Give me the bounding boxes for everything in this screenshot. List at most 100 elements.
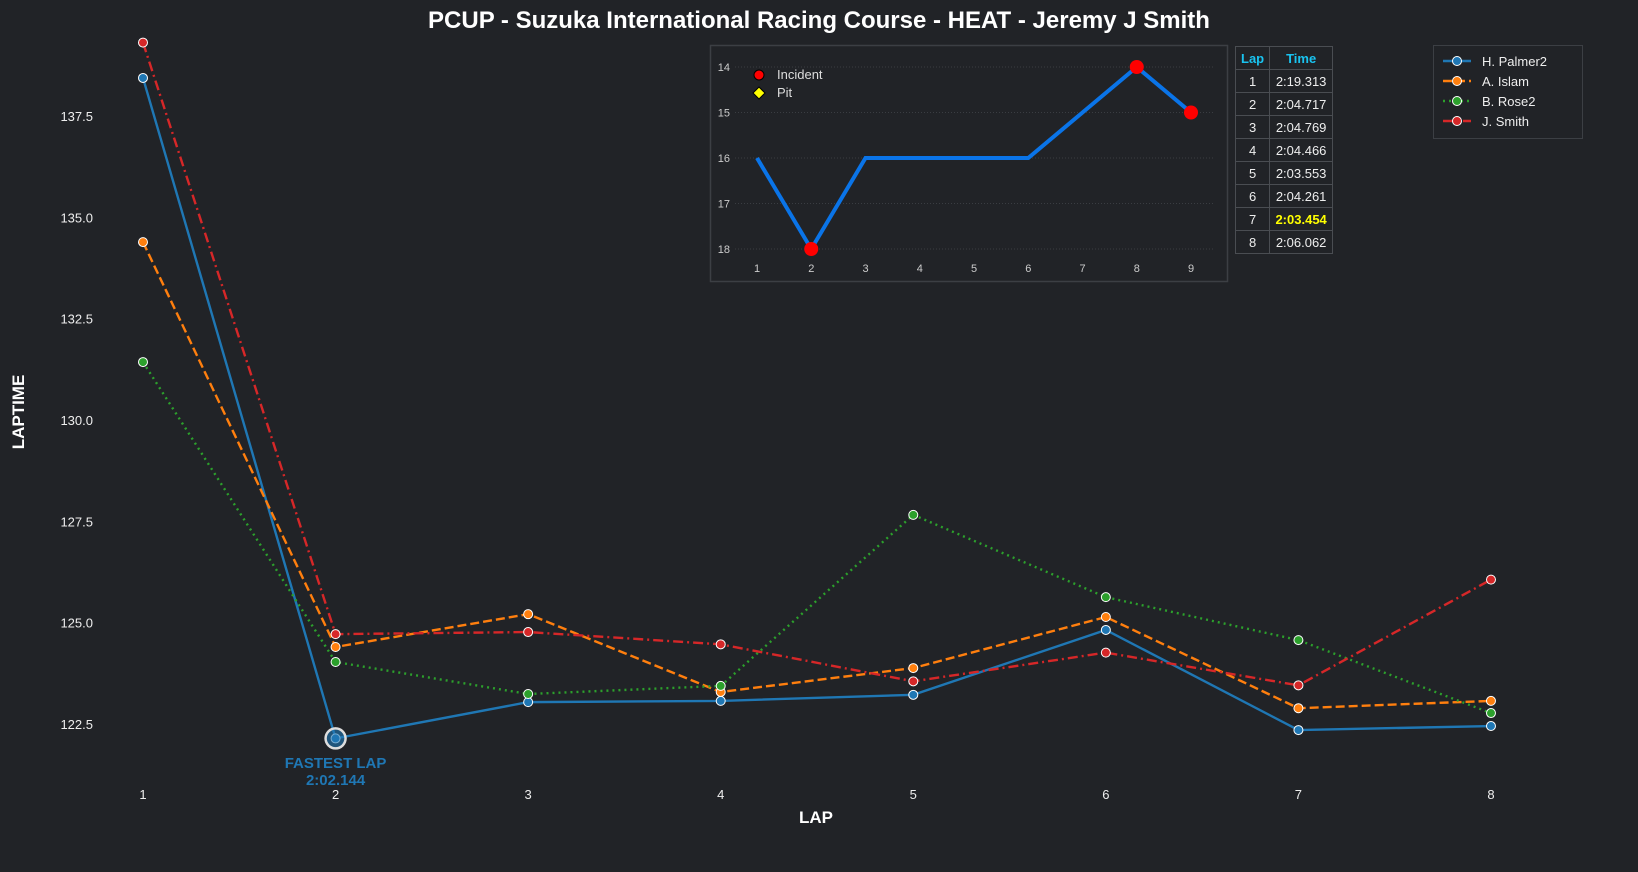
data-point — [1100, 592, 1111, 603]
time-cell: 2:03.454 — [1269, 207, 1334, 231]
inset-x-tick: 9 — [1188, 263, 1194, 275]
data-point — [138, 357, 148, 368]
y-tick-label: 130.0 — [60, 413, 93, 428]
legend-item: J. Smith — [1442, 111, 1574, 131]
incident-legend-icon — [753, 69, 765, 81]
legend-marker-icon — [1443, 76, 1471, 86]
legend-label: H. Palmer2 — [1482, 53, 1548, 69]
y-tick-label: 132.5 — [60, 312, 93, 327]
series-line-j-smith — [141, 42, 1492, 687]
x-tick-label: 3 — [525, 787, 532, 802]
time-cell: 2:04.466 — [1269, 138, 1334, 162]
y-tick-label: 127.5 — [60, 514, 93, 529]
x-tick-label: 1 — [139, 787, 146, 802]
inset-x-tick: 2 — [808, 263, 814, 275]
incident-legend-label: Incident — [777, 67, 823, 82]
time-cell: 2:04.769 — [1269, 115, 1334, 139]
chart-title: PCUP - Suzuka International Racing Cours… — [428, 7, 1210, 34]
legend-item: H. Palmer2 — [1442, 51, 1574, 71]
data-point — [908, 676, 919, 687]
inset-x-tick: 1 — [754, 263, 760, 275]
y-tick-label: 125.0 — [60, 616, 93, 631]
x-tick-label: 5 — [910, 787, 917, 802]
lap-cell: 8 — [1234, 230, 1271, 254]
data-point — [1100, 624, 1111, 635]
position-line — [755, 64, 1193, 253]
inset-y-tick: 16 — [718, 153, 730, 165]
legend-label: B. Rose2 — [1482, 93, 1536, 109]
x-axis-label: LAP — [799, 808, 833, 827]
x-tick-label: 8 — [1487, 787, 1494, 802]
data-point — [715, 680, 726, 691]
fastest-lap-label: FASTEST LAP — [285, 755, 387, 772]
table-header-time: Time — [1269, 46, 1334, 70]
lap-cell: 6 — [1234, 184, 1271, 208]
table-row: 2 2:04.717 — [1234, 92, 1334, 116]
y-tick-label: 135.0 — [60, 210, 93, 225]
time-cell: 2:04.717 — [1269, 92, 1334, 116]
data-point — [138, 37, 148, 48]
inset-frame — [709, 44, 1229, 283]
data-point — [1100, 647, 1111, 658]
data-point — [1293, 725, 1304, 736]
data-point — [138, 237, 148, 248]
data-point — [1293, 635, 1304, 646]
incident-marker — [1184, 105, 1198, 120]
lap-cell: 5 — [1234, 161, 1271, 185]
data-point — [1485, 708, 1496, 719]
time-cell: 2:03.553 — [1269, 161, 1334, 185]
laptime-table: Lap Time 1 2:19.313 2 2:04.717 3 2:04.769 4 2:0… — [1234, 46, 1334, 254]
table-row: 1 2:19.313 — [1234, 69, 1334, 93]
data-point — [138, 72, 148, 83]
data-point — [523, 627, 534, 638]
data-point — [715, 639, 726, 650]
data-point — [523, 609, 534, 620]
data-point — [1100, 612, 1111, 623]
time-cell: 2:06.062 — [1269, 230, 1334, 254]
table-row: 4 2:04.466 — [1234, 138, 1334, 162]
incident-marker — [1129, 60, 1144, 74]
inset-y-tick: 15 — [718, 108, 730, 120]
lap-cell: 1 — [1234, 69, 1271, 93]
table-row: 6 2:04.261 — [1234, 184, 1334, 208]
x-tick-label: 7 — [1295, 787, 1302, 802]
x-tick-label: 6 — [1102, 787, 1109, 802]
table-row: 5 2:03.553 — [1234, 161, 1334, 185]
data-point — [330, 641, 341, 652]
inset-x-tick: 5 — [971, 263, 977, 275]
inset-y-tick: 14 — [718, 62, 730, 74]
fastest-lap-marker — [324, 727, 347, 750]
y-axis-label: LAPTIME — [9, 375, 28, 450]
inset-y-tick: 17 — [718, 199, 730, 211]
data-point — [908, 689, 919, 700]
legend-marker-icon — [1443, 96, 1471, 106]
data-point — [715, 695, 726, 706]
inset-x-tick: 6 — [1025, 263, 1031, 275]
data-point — [330, 629, 341, 640]
legend-item: A. Islam — [1442, 71, 1574, 91]
data-point — [1485, 574, 1496, 585]
legend-item: B. Rose2 — [1442, 91, 1574, 111]
time-cell: 2:04.261 — [1269, 184, 1334, 208]
legend-marker-icon — [1443, 56, 1471, 66]
lap-cell: 7 — [1234, 207, 1271, 231]
series-line-h-palmer2 — [141, 77, 1492, 740]
inset-x-tick: 8 — [1134, 263, 1140, 275]
inset-x-tick: 4 — [917, 263, 923, 275]
y-tick-label: 122.5 — [60, 717, 93, 732]
lap-cell: 3 — [1234, 115, 1271, 139]
table-header-lap: Lap — [1234, 46, 1271, 70]
legend-marker-icon — [1443, 116, 1471, 126]
position-inset-chart: 14 15 16 17 18 1 2 3 4 5 6 7 8 9 Incident Pit — [709, 44, 1229, 283]
data-point — [330, 656, 341, 667]
pit-legend-label: Pit — [777, 85, 793, 100]
data-point — [1293, 680, 1304, 691]
table-row: 8 2:06.062 — [1234, 230, 1334, 254]
data-point — [1293, 703, 1304, 714]
legend: H. Palmer2 A. Islam B. Rose2 J. Smith — [1433, 45, 1583, 139]
data-point — [908, 663, 919, 674]
table-row: 7 2:03.454 — [1234, 207, 1334, 231]
inset-x-tick: 3 — [862, 263, 868, 275]
y-tick-label: 137.5 — [60, 109, 93, 124]
